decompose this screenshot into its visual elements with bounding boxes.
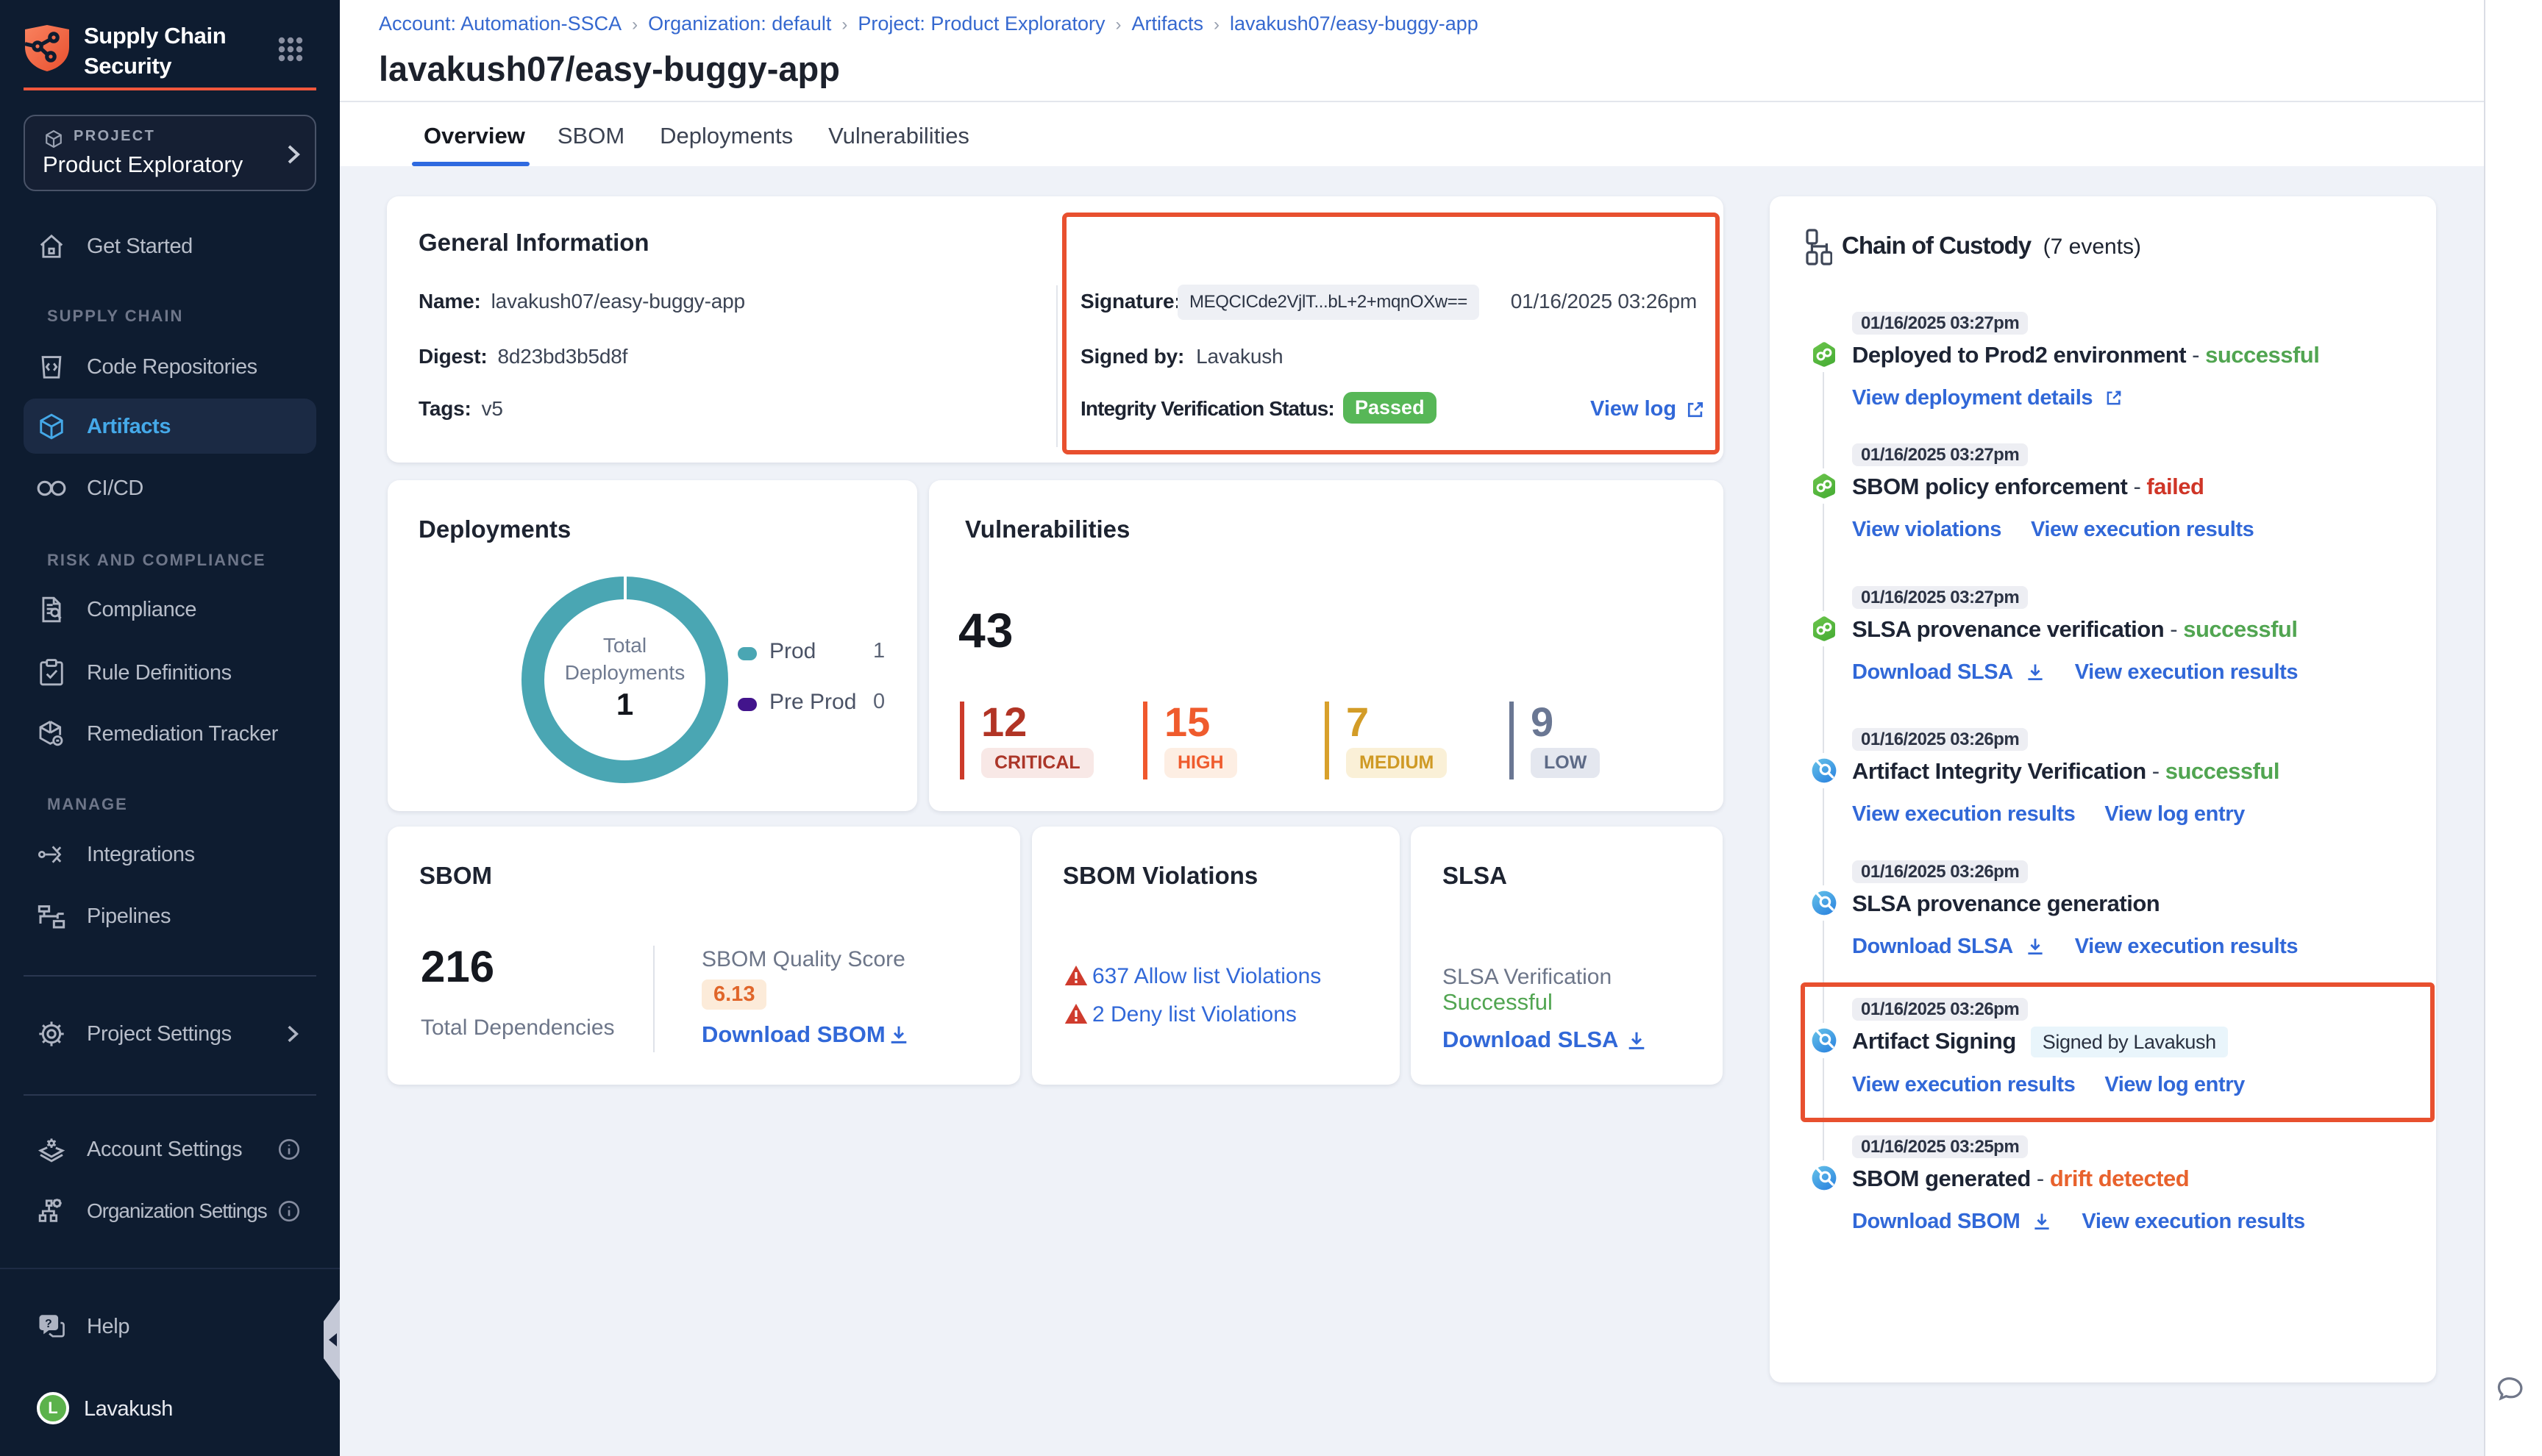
svg-text:?: ? — [45, 1318, 52, 1330]
